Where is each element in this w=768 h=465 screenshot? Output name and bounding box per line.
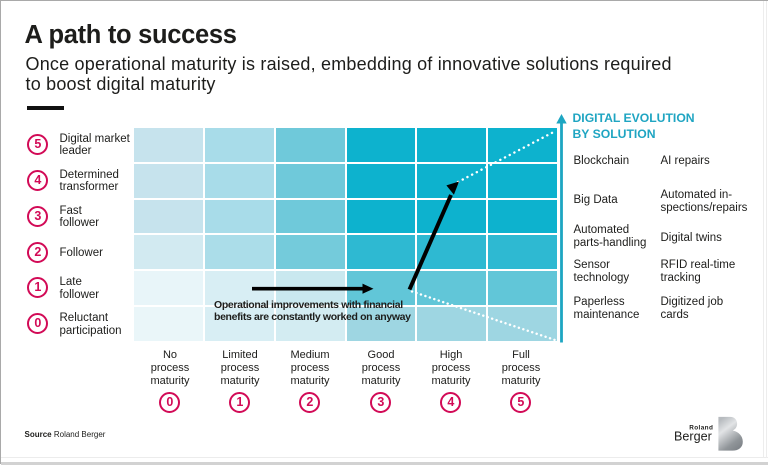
svg-text:Roland: Roland — [689, 424, 713, 431]
svg-text:Berger: Berger — [674, 430, 712, 444]
